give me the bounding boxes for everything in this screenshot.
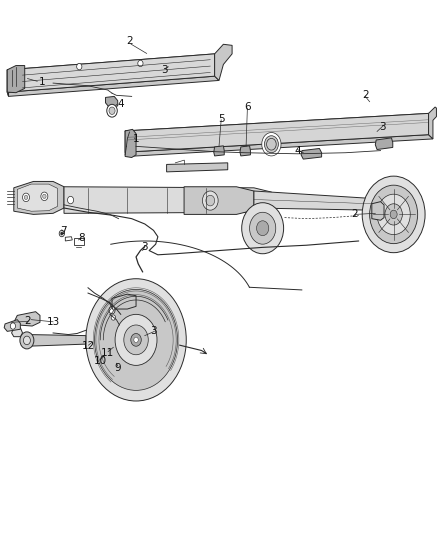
Circle shape	[22, 193, 29, 201]
Polygon shape	[184, 187, 254, 214]
Text: 3: 3	[161, 65, 168, 75]
Polygon shape	[125, 130, 136, 158]
Circle shape	[109, 306, 115, 314]
Circle shape	[42, 194, 46, 198]
Polygon shape	[166, 163, 228, 172]
Polygon shape	[375, 138, 393, 150]
Circle shape	[86, 279, 186, 401]
Circle shape	[138, 60, 143, 67]
Text: 8: 8	[78, 233, 85, 244]
Polygon shape	[14, 312, 40, 326]
Circle shape	[242, 203, 284, 254]
Text: 10: 10	[94, 356, 107, 366]
Polygon shape	[65, 237, 72, 241]
Text: 9: 9	[114, 362, 121, 373]
Polygon shape	[14, 181, 64, 214]
Text: 2: 2	[25, 316, 31, 326]
Text: 13: 13	[46, 317, 60, 327]
Text: 4: 4	[117, 99, 124, 109]
Circle shape	[385, 204, 403, 225]
Circle shape	[257, 221, 269, 236]
Text: 3: 3	[379, 122, 386, 132]
Circle shape	[390, 210, 397, 219]
Circle shape	[267, 139, 276, 150]
Circle shape	[370, 185, 418, 244]
Polygon shape	[372, 201, 384, 220]
Polygon shape	[125, 114, 428, 152]
Text: 1: 1	[39, 77, 46, 87]
Text: 4: 4	[294, 146, 301, 156]
Polygon shape	[125, 135, 433, 157]
Polygon shape	[27, 335, 86, 346]
Polygon shape	[254, 191, 372, 210]
Text: 3: 3	[150, 326, 157, 336]
Polygon shape	[7, 66, 25, 93]
Circle shape	[262, 133, 281, 156]
Circle shape	[59, 230, 64, 237]
Circle shape	[24, 195, 28, 199]
Polygon shape	[215, 44, 232, 80]
Circle shape	[265, 136, 279, 153]
Circle shape	[77, 63, 82, 70]
Circle shape	[95, 289, 177, 390]
Polygon shape	[428, 107, 436, 139]
Polygon shape	[64, 187, 272, 213]
Text: 3: 3	[141, 243, 148, 252]
Circle shape	[111, 315, 116, 320]
Circle shape	[107, 104, 117, 117]
Polygon shape	[214, 146, 224, 156]
Text: 2: 2	[351, 209, 358, 220]
Polygon shape	[240, 146, 251, 156]
Circle shape	[206, 195, 215, 206]
Polygon shape	[106, 96, 118, 107]
Circle shape	[115, 314, 157, 366]
Circle shape	[134, 337, 138, 343]
Circle shape	[67, 196, 74, 204]
Circle shape	[362, 176, 425, 253]
Text: 7: 7	[60, 226, 67, 236]
Polygon shape	[125, 114, 433, 135]
Text: 2: 2	[126, 36, 133, 46]
Text: 6: 6	[244, 102, 251, 112]
Polygon shape	[7, 54, 215, 92]
Polygon shape	[301, 149, 321, 159]
Polygon shape	[7, 54, 219, 74]
Text: 2: 2	[362, 90, 369, 100]
Text: 1: 1	[133, 134, 139, 144]
Circle shape	[131, 334, 141, 346]
Circle shape	[202, 191, 218, 210]
Circle shape	[41, 192, 48, 200]
Circle shape	[60, 232, 63, 235]
Text: 11: 11	[101, 348, 114, 358]
Polygon shape	[7, 76, 219, 96]
Polygon shape	[12, 328, 22, 337]
Text: 12: 12	[81, 341, 95, 351]
Circle shape	[377, 194, 410, 235]
Circle shape	[124, 325, 148, 355]
Circle shape	[250, 212, 276, 244]
Polygon shape	[112, 294, 136, 309]
Polygon shape	[17, 184, 57, 211]
Circle shape	[20, 332, 34, 349]
Bar	[74, 238, 84, 245]
Circle shape	[11, 323, 15, 329]
Polygon shape	[7, 70, 9, 96]
Circle shape	[109, 107, 115, 115]
Polygon shape	[4, 320, 20, 332]
Text: 5: 5	[218, 114, 225, 124]
Circle shape	[23, 336, 30, 345]
